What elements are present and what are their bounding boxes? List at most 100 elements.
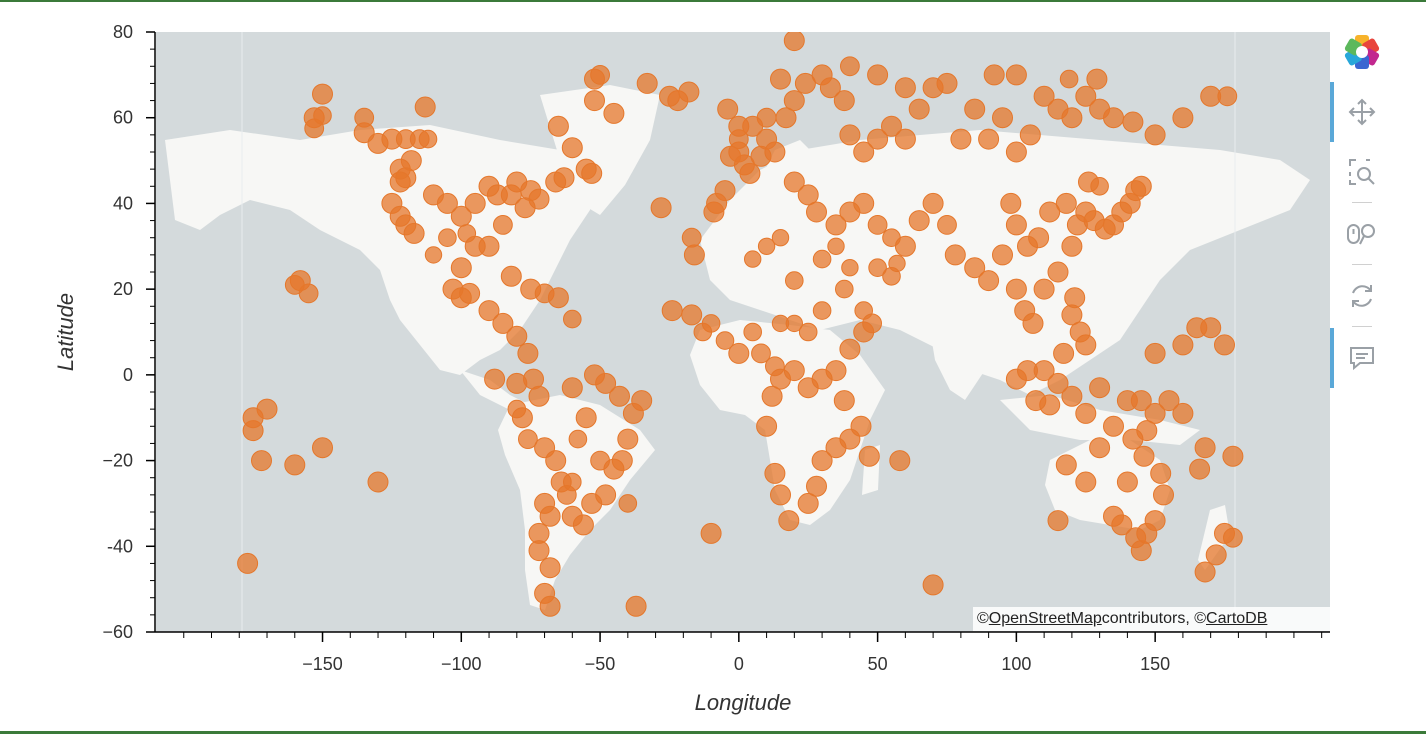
data-point[interactable] [436,192,458,214]
data-point[interactable] [389,171,411,193]
data-point[interactable] [1122,428,1144,450]
data-point[interactable] [978,128,1000,150]
data-point[interactable] [545,450,567,472]
data-point[interactable] [403,222,425,244]
data-point[interactable] [517,342,539,364]
data-point[interactable] [978,270,1000,292]
data-point[interactable] [797,492,819,514]
data-point[interactable] [783,171,805,193]
data-point[interactable] [1172,107,1194,129]
data-point[interactable] [1217,86,1238,107]
data-point[interactable] [770,484,791,506]
data-point[interactable] [950,128,972,150]
data-point[interactable] [1200,317,1222,339]
data-point[interactable] [770,68,791,90]
data-point[interactable] [617,428,639,450]
data-point[interactable] [1116,471,1138,493]
data-point[interactable] [717,98,739,120]
data-point[interactable] [563,472,582,492]
data-point[interactable] [506,372,528,394]
data-point[interactable] [611,450,633,472]
data-point[interactable] [1172,402,1194,424]
data-point[interactable] [1130,390,1152,412]
data-point[interactable] [1153,484,1174,506]
data-point[interactable] [561,377,583,399]
data-point[interactable] [464,192,486,214]
data-point[interactable] [237,552,259,574]
data-point[interactable] [609,385,630,407]
data-point[interactable] [894,128,916,150]
data-point[interactable] [783,360,805,382]
hover-icon[interactable] [1340,336,1384,380]
data-point[interactable] [840,56,860,77]
data-point[interactable] [492,312,514,334]
data-point[interactable] [756,415,778,437]
pan-icon[interactable] [1340,90,1384,134]
data-point[interactable] [765,356,785,377]
data-point[interactable] [681,304,703,326]
data-point[interactable] [1075,85,1097,107]
data-point[interactable] [312,437,333,459]
data-point[interactable] [825,437,847,459]
data-point[interactable] [764,141,786,163]
data-point[interactable] [1150,462,1172,484]
data-point[interactable] [539,505,561,527]
data-point[interactable] [459,282,481,304]
data-point[interactable] [715,331,735,350]
data-point[interactable] [500,265,522,287]
data-point[interactable] [794,72,816,94]
data-point[interactable] [636,72,658,94]
data-point[interactable] [553,167,575,189]
data-point[interactable] [757,237,776,256]
data-point[interactable] [1061,385,1083,407]
data-point[interactable] [514,197,536,219]
bokeh-logo-icon[interactable] [1340,30,1384,74]
data-point[interactable] [888,254,906,273]
data-point[interactable] [706,192,728,214]
data-point[interactable] [625,595,647,617]
data-point[interactable] [1047,372,1069,394]
data-point[interactable] [681,227,702,248]
data-point[interactable] [1075,334,1097,356]
data-point[interactable] [581,162,603,184]
data-point[interactable] [908,98,930,120]
data-point[interactable] [964,98,986,120]
data-point[interactable] [284,275,305,295]
cartodb-link[interactable]: CartoDB [1206,610,1268,627]
data-point[interactable] [568,429,588,449]
data-point[interactable] [785,271,804,290]
data-point[interactable] [528,385,550,407]
data-point[interactable] [964,257,986,279]
data-point[interactable] [1130,175,1152,197]
data-point[interactable] [284,454,306,476]
data-point[interactable] [739,162,761,184]
data-point[interactable] [507,399,527,419]
data-point[interactable] [783,90,805,112]
data-point[interactable] [584,90,605,112]
data-point[interactable] [894,235,916,257]
data-point[interactable] [881,115,902,137]
data-point[interactable] [835,279,854,299]
data-point[interactable] [1019,124,1041,146]
reset-icon[interactable] [1340,274,1384,318]
data-point[interactable] [1025,390,1047,412]
data-point[interactable] [1144,124,1166,146]
data-point[interactable] [936,72,958,94]
data-point[interactable] [811,450,833,472]
data-point[interactable] [1047,261,1069,283]
openstreetmap-link[interactable]: OpenStreetMap [988,610,1102,627]
data-point[interactable] [539,557,561,579]
data-point[interactable] [367,471,389,493]
data-point[interactable] [1005,64,1027,86]
data-point[interactable] [1223,527,1243,548]
data-point[interactable] [839,124,861,146]
data-point[interactable] [1089,437,1111,459]
data-point[interactable] [1078,171,1099,193]
data-point[interactable] [1055,454,1077,476]
data-point[interactable] [1214,334,1235,356]
data-point[interactable] [889,450,911,472]
data-point[interactable] [983,64,1005,86]
data-point[interactable] [1111,514,1133,536]
data-point[interactable] [778,510,800,532]
data-point[interactable] [806,475,827,497]
